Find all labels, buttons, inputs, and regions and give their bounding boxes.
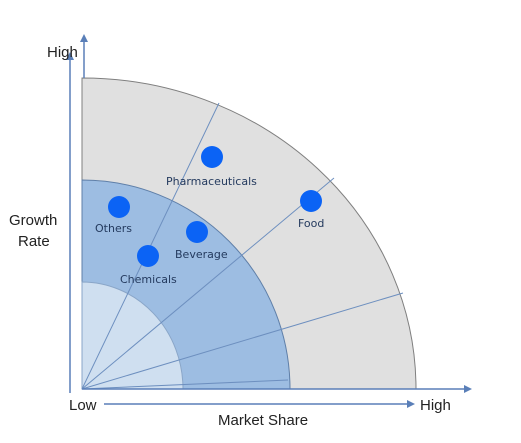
x-axis-title: Market Share xyxy=(218,412,308,429)
point-food[interactable] xyxy=(300,190,322,212)
label-pharmaceuticals: Pharmaceuticals xyxy=(166,175,257,188)
x-axis-low-label: Low xyxy=(69,397,97,414)
point-chemicals[interactable] xyxy=(137,245,159,267)
label-chemicals: Chemicals xyxy=(120,273,177,286)
label-beverage: Beverage xyxy=(175,248,228,261)
x-axis-high-label: High xyxy=(420,397,451,414)
point-pharmaceuticals[interactable] xyxy=(201,146,223,168)
radial-line-3 xyxy=(81,292,404,390)
y-axis-title-line2: Rate xyxy=(18,233,50,250)
radial-line-2 xyxy=(81,177,335,390)
point-beverage[interactable] xyxy=(186,221,208,243)
point-others[interactable] xyxy=(108,196,130,218)
label-others: Others xyxy=(95,222,132,235)
inner-ring xyxy=(81,281,184,390)
radial-line-4 xyxy=(81,379,289,390)
y-axis-title-line1: Growth xyxy=(9,212,57,229)
y-axis-high-label: High xyxy=(47,44,78,61)
label-food: Food xyxy=(298,217,324,230)
